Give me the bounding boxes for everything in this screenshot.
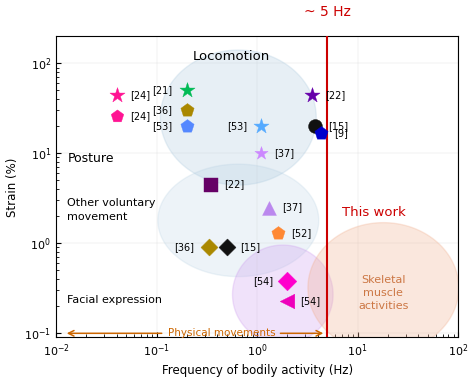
Text: [53]: [53] <box>152 121 173 131</box>
Point <box>113 92 120 98</box>
Text: This work: This work <box>342 206 406 219</box>
Polygon shape <box>233 245 333 344</box>
Text: Physical movements: Physical movements <box>168 328 276 338</box>
Polygon shape <box>160 50 316 185</box>
Text: Locomotion: Locomotion <box>192 50 270 63</box>
Text: [37]: [37] <box>282 203 302 213</box>
Point <box>183 107 191 113</box>
Point <box>223 244 231 250</box>
Point <box>283 298 291 304</box>
X-axis label: Frequency of bodily activity (Hz): Frequency of bodily activity (Hz) <box>162 365 353 377</box>
Point <box>113 113 120 119</box>
Text: [22]: [22] <box>224 180 245 190</box>
Text: [36]: [36] <box>174 242 194 252</box>
Text: [9]: [9] <box>334 128 348 137</box>
Text: [22]: [22] <box>325 90 345 100</box>
Point <box>308 92 316 98</box>
Point <box>317 129 325 136</box>
Text: Skeletal
muscle
activities: Skeletal muscle activities <box>358 275 409 311</box>
Point <box>257 150 265 156</box>
Text: [54]: [54] <box>301 296 320 306</box>
Point <box>283 278 291 284</box>
Text: [21]: [21] <box>152 85 173 95</box>
Text: [37]: [37] <box>274 148 294 159</box>
Y-axis label: Strain (%): Strain (%) <box>6 157 18 216</box>
Text: Facial expression: Facial expression <box>67 295 163 305</box>
Text: Posture: Posture <box>67 152 114 165</box>
Text: [24]: [24] <box>130 90 150 100</box>
Text: [52]: [52] <box>291 228 311 238</box>
Text: Other voluntary
movement: Other voluntary movement <box>67 198 156 222</box>
Text: [36]: [36] <box>153 105 173 115</box>
Polygon shape <box>308 223 459 353</box>
Point <box>257 123 265 129</box>
Text: [53]: [53] <box>227 121 247 131</box>
Text: ~ 5 Hz: ~ 5 Hz <box>304 5 351 19</box>
Point <box>208 182 215 188</box>
Polygon shape <box>158 164 319 277</box>
Point <box>274 230 282 236</box>
Point <box>265 205 273 211</box>
Text: [54]: [54] <box>253 276 273 286</box>
Point <box>183 123 191 129</box>
Point <box>183 87 191 93</box>
Point <box>205 244 212 250</box>
Text: [24]: [24] <box>130 111 150 121</box>
Point <box>311 123 319 129</box>
Text: [15]: [15] <box>240 242 260 252</box>
Text: [15]: [15] <box>328 121 349 131</box>
